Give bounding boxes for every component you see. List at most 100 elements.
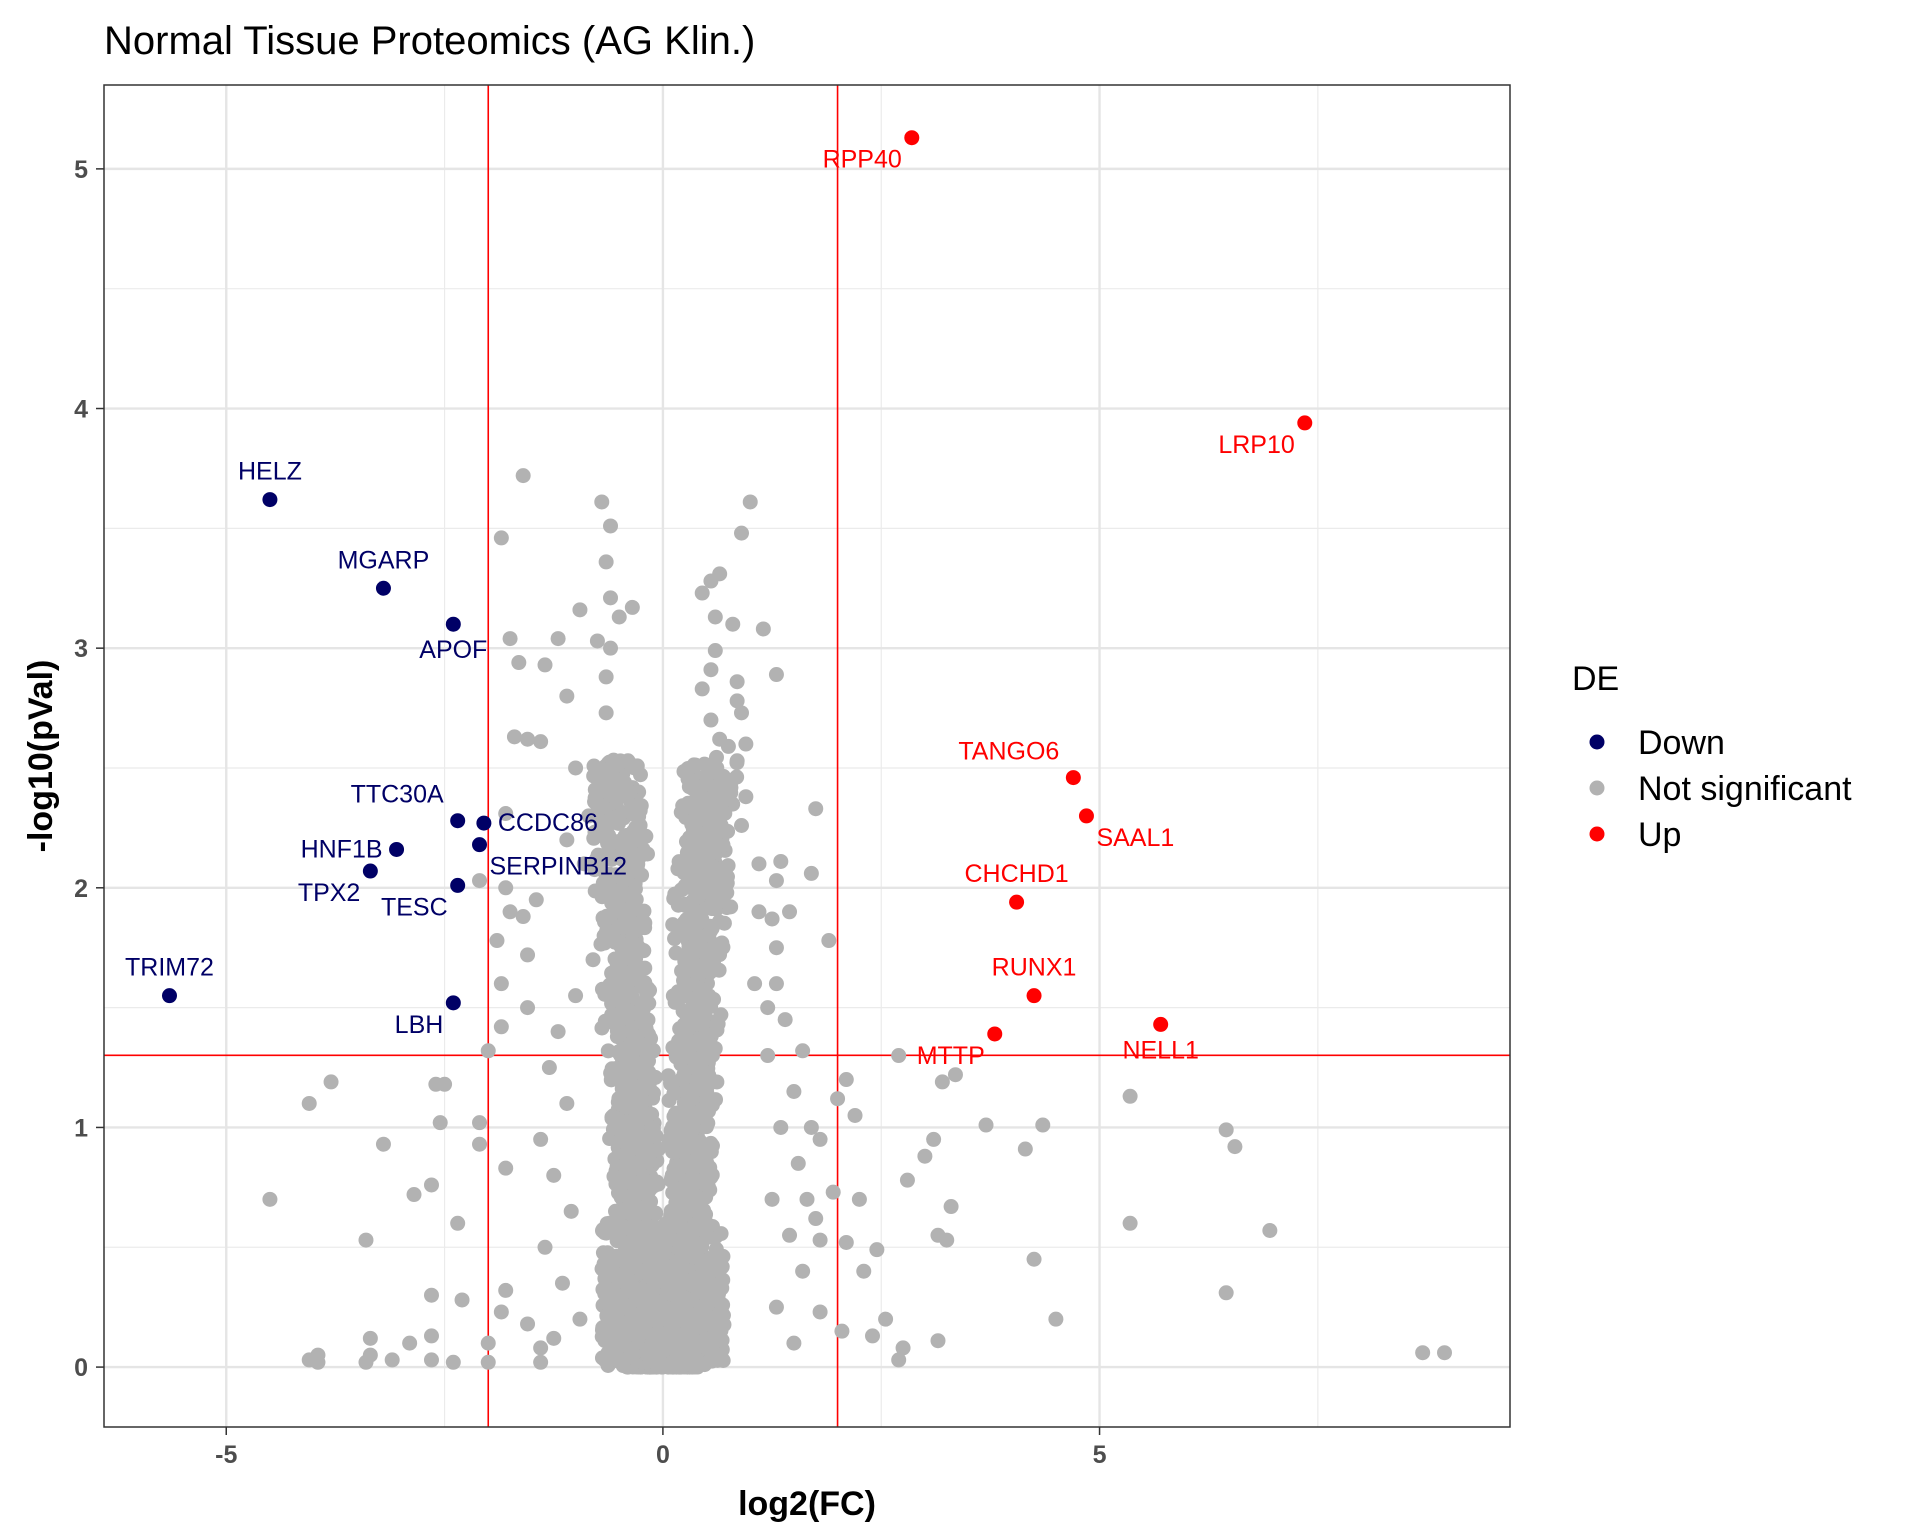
point-not-significant <box>738 736 754 752</box>
point-not-significant <box>895 1340 911 1356</box>
point-not-significant <box>707 643 723 659</box>
point-not-significant <box>611 1028 627 1044</box>
point-not-significant <box>697 1357 713 1373</box>
point-not-significant <box>638 828 654 844</box>
y-tick-label: 3 <box>74 635 88 663</box>
y-tick-label: 2 <box>74 875 88 903</box>
point-not-significant <box>432 1115 448 1131</box>
point-not-significant <box>878 1311 894 1327</box>
point-up-saal1 <box>1078 808 1094 824</box>
x-tick-label: 0 <box>656 1441 670 1469</box>
point-not-significant <box>1017 1141 1033 1157</box>
point-not-significant <box>864 1328 880 1344</box>
point-not-significant <box>686 918 702 934</box>
y-tick-label: 5 <box>74 156 88 184</box>
point-down-mgarp <box>375 580 391 596</box>
gene-label-chchd1: CHCHD1 <box>964 860 1068 888</box>
point-not-significant <box>709 1074 725 1090</box>
point-not-significant <box>795 1263 811 1279</box>
y-axis-title: -log10(pVal) <box>22 660 60 853</box>
point-not-significant <box>679 763 695 779</box>
x-tick-label: -5 <box>215 1441 237 1469</box>
point-not-significant <box>685 1188 701 1204</box>
point-not-significant <box>423 1352 439 1368</box>
point-not-significant <box>623 864 639 880</box>
gene-label-runx1: RUNX1 <box>992 954 1077 982</box>
point-not-significant <box>684 816 700 832</box>
gene-label-ttc30a: TTC30A <box>351 781 444 809</box>
point-not-significant <box>830 1091 846 1107</box>
legend-label-up: Up <box>1638 816 1681 854</box>
point-down-ttc30a <box>450 813 466 829</box>
point-not-significant <box>423 1328 439 1344</box>
point-not-significant <box>603 640 619 656</box>
point-not-significant <box>693 851 709 867</box>
point-not-significant <box>520 1000 536 1016</box>
point-not-significant <box>563 1203 579 1219</box>
point-not-significant <box>599 1308 615 1324</box>
point-not-significant <box>633 1315 649 1331</box>
point-not-significant <box>637 1070 653 1086</box>
point-not-significant <box>700 1027 716 1043</box>
point-not-significant <box>612 1293 628 1309</box>
point-not-significant <box>633 941 649 957</box>
point-not-significant <box>616 907 632 923</box>
point-not-significant <box>685 1322 701 1338</box>
point-not-significant <box>633 1177 649 1193</box>
point-not-significant <box>610 809 626 825</box>
point-not-significant <box>742 494 758 510</box>
point-not-significant <box>764 911 780 927</box>
point-not-significant <box>821 933 837 949</box>
point-not-significant <box>768 940 784 956</box>
point-not-significant <box>926 1131 942 1147</box>
point-not-significant <box>677 953 693 969</box>
point-not-significant <box>703 662 719 678</box>
point-not-significant <box>777 1012 793 1028</box>
point-not-significant <box>734 525 750 541</box>
point-up-mttp <box>987 1026 1003 1042</box>
point-not-significant <box>747 976 763 992</box>
point-not-significant <box>729 674 745 690</box>
point-not-significant <box>790 1155 806 1171</box>
point-not-significant <box>667 1183 683 1199</box>
point-up-nell1 <box>1153 1016 1169 1032</box>
gene-label-ccdc86: CCDC86 <box>498 809 598 837</box>
point-not-significant <box>595 1221 611 1237</box>
point-not-significant <box>610 959 626 975</box>
point-down-hnf1b <box>389 841 405 857</box>
point-not-significant <box>594 494 610 510</box>
point-up-rpp40 <box>904 130 920 146</box>
point-not-significant <box>658 1301 674 1317</box>
gene-label-tango6: TANGO6 <box>958 738 1059 766</box>
point-not-significant <box>646 1253 662 1269</box>
point-not-significant <box>498 880 514 896</box>
point-not-significant <box>541 1060 557 1076</box>
point-not-significant <box>1218 1285 1234 1301</box>
point-not-significant <box>712 782 728 798</box>
point-not-significant <box>472 873 488 889</box>
point-not-significant <box>782 904 798 920</box>
point-not-significant <box>665 917 681 933</box>
point-not-significant <box>694 681 710 697</box>
x-axis-ticks: -5 0 5 <box>215 1427 1107 1469</box>
point-not-significant <box>687 867 703 883</box>
point-not-significant <box>803 865 819 881</box>
point-not-significant <box>546 1167 562 1183</box>
point-not-significant <box>709 947 725 963</box>
point-not-significant <box>930 1227 946 1243</box>
point-not-significant <box>682 1154 698 1170</box>
point-not-significant <box>674 1055 690 1071</box>
point-not-significant <box>597 1286 613 1302</box>
point-not-significant <box>537 657 553 673</box>
point-not-significant <box>498 1160 514 1176</box>
point-not-significant <box>498 1282 514 1298</box>
point-not-significant <box>705 1332 721 1348</box>
point-not-significant <box>670 1143 686 1159</box>
point-not-significant <box>773 1119 789 1135</box>
legend: DE Down Not significant Up <box>1572 660 1852 854</box>
point-not-significant <box>633 1038 649 1054</box>
point-not-significant <box>572 1311 588 1327</box>
point-not-significant <box>621 1042 637 1058</box>
legend-key-not-significant <box>1589 780 1605 796</box>
